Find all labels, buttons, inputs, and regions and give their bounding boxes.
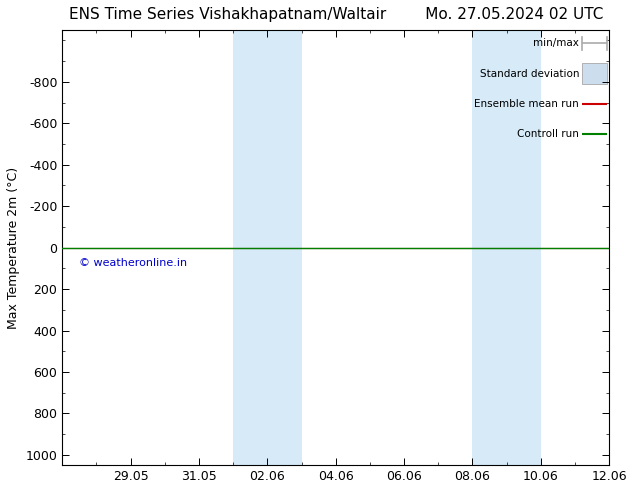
Point xyxy=(93,245,100,251)
Point xyxy=(93,245,100,251)
Point xyxy=(91,245,98,251)
Point xyxy=(91,245,98,251)
Point xyxy=(93,245,100,251)
Title: ENS Time Series Vishakhapatnam/Waltair        Mo. 27.05.2024 02 UTC: ENS Time Series Vishakhapatnam/Waltair M… xyxy=(68,7,603,22)
Bar xyxy=(472,30,541,465)
Text: Controll run: Controll run xyxy=(517,129,579,140)
Point xyxy=(93,245,100,251)
Text: min/max: min/max xyxy=(533,38,579,48)
Text: Standard deviation: Standard deviation xyxy=(480,69,579,78)
Point xyxy=(91,245,98,251)
Text: © weatheronline.in: © weatheronline.in xyxy=(79,258,187,268)
FancyBboxPatch shape xyxy=(582,63,607,84)
Point xyxy=(91,245,98,251)
Point xyxy=(93,245,100,251)
Point xyxy=(91,245,98,251)
Bar xyxy=(233,30,302,465)
Y-axis label: Max Temperature 2m (°C): Max Temperature 2m (°C) xyxy=(7,167,20,329)
Text: Ensemble mean run: Ensemble mean run xyxy=(474,99,579,109)
